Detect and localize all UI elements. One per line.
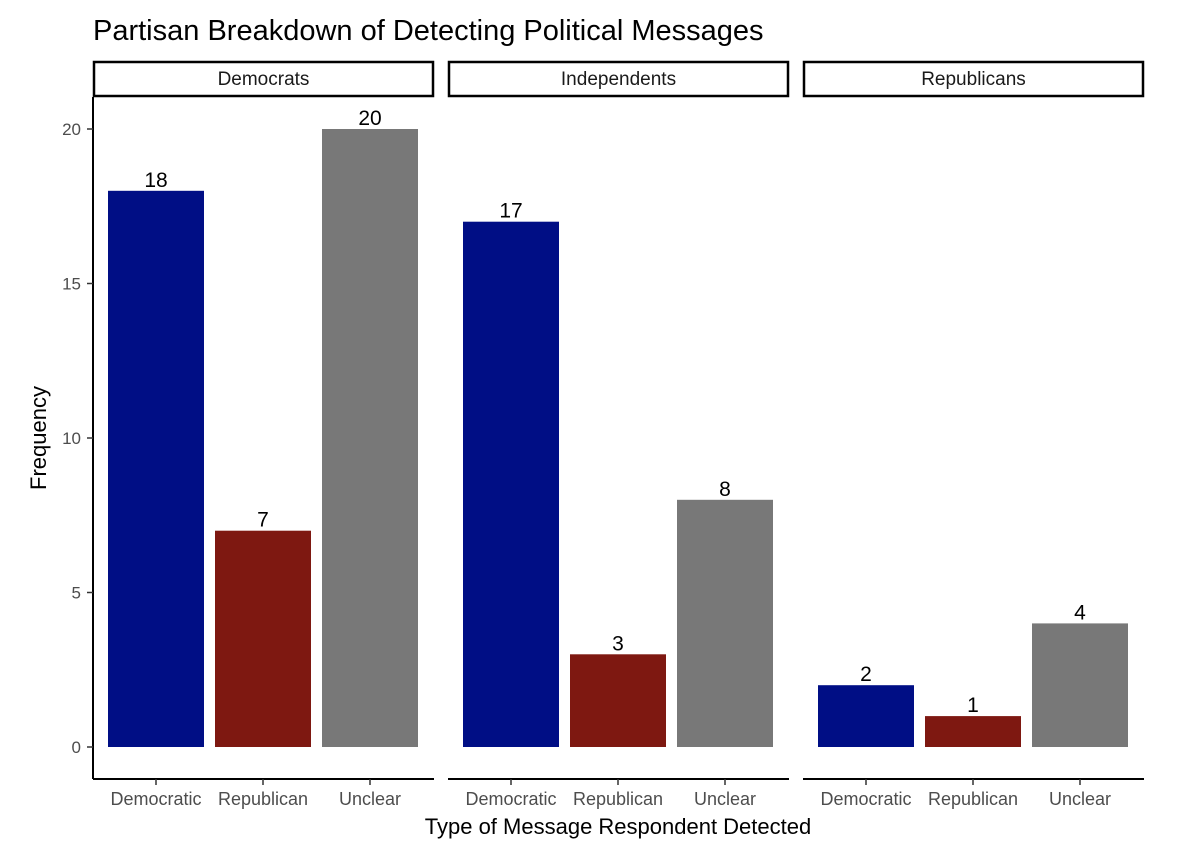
- y-axis: 0 5 10 15 20: [62, 97, 94, 779]
- x-tick-label: Democratic: [110, 789, 201, 809]
- bar: [215, 530, 311, 747]
- y-tick-label: 0: [72, 738, 81, 757]
- y-tick-label: 5: [72, 584, 81, 603]
- facet-panel-democrats: Democrats 18 Democratic 7 Republican 20 Unclea…: [92, 60, 435, 809]
- bar: [108, 190, 204, 748]
- facet-strip: [447, 60, 790, 98]
- chart-title: Partisan Breakdown of Detecting Politica…: [93, 15, 764, 47]
- bar-value-label: 2: [860, 663, 872, 686]
- facet-panel-independents: Independents 17 Democratic 3 Republican 8 Uncl…: [447, 60, 790, 809]
- facet-panel-republicans: Republicans 2 Democratic 1 Republican 4 Unclea…: [802, 60, 1145, 809]
- bar: [677, 499, 773, 747]
- bar: [322, 129, 418, 747]
- x-axis-title: Type of Message Respondent Detected: [425, 814, 811, 839]
- x-tick-label: Unclear: [694, 789, 756, 809]
- x-tick-label: Unclear: [1049, 789, 1111, 809]
- y-tick-label: 20: [62, 120, 81, 139]
- facet-strip: [802, 60, 1145, 98]
- x-tick-label: Republican: [218, 789, 308, 809]
- y-axis-title: Frequency: [26, 386, 51, 490]
- bar-value-label: 17: [499, 200, 522, 223]
- bar-value-label: 3: [612, 632, 624, 655]
- bar: [818, 685, 914, 747]
- x-tick-label: Republican: [928, 789, 1018, 809]
- bar-value-label: 1: [967, 694, 979, 717]
- bar: [570, 654, 666, 747]
- y-tick-label: 10: [62, 429, 81, 448]
- bar: [1032, 623, 1128, 747]
- bar: [925, 716, 1021, 747]
- x-tick-label: Unclear: [339, 789, 401, 809]
- facet-strip-label: Independents: [561, 69, 676, 90]
- facet-strip-label: Republicans: [921, 69, 1026, 90]
- facet-strip-label: Democrats: [218, 69, 310, 90]
- x-tick-label: Republican: [573, 789, 663, 809]
- bar-value-label: 4: [1074, 601, 1086, 624]
- y-tick-label: 15: [62, 275, 81, 294]
- facet-strip: [92, 60, 435, 98]
- x-tick-label: Democratic: [465, 789, 556, 809]
- x-tick-label: Democratic: [820, 789, 911, 809]
- bar-value-label: 8: [719, 478, 731, 501]
- bar-value-label: 18: [144, 169, 167, 192]
- bar-value-label: 20: [358, 107, 381, 130]
- bar-value-label: 7: [257, 509, 269, 532]
- bar: [463, 221, 559, 747]
- facet-panels: Democrats18Democratic7Republican20Unclea…: [92, 60, 1145, 809]
